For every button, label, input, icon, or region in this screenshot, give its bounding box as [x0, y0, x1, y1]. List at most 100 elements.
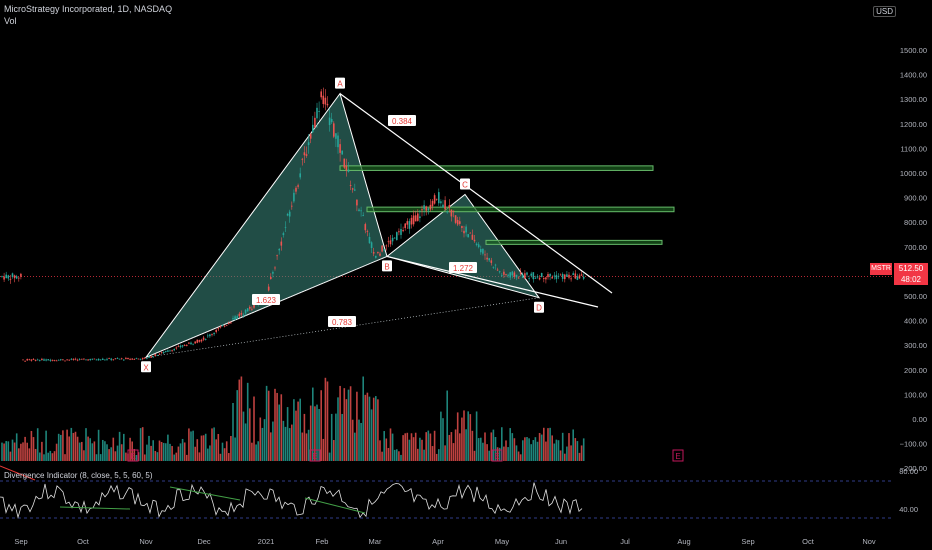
volume-bar	[564, 453, 566, 461]
event-marker-box	[127, 449, 139, 462]
candle-body	[123, 359, 125, 361]
candle-body	[209, 334, 211, 337]
volume-bar	[362, 376, 364, 461]
x-tick-label: Jun	[555, 537, 567, 546]
candle-body	[51, 359, 54, 361]
upper-trend-line	[339, 93, 613, 294]
candle-body	[211, 334, 213, 335]
volume-bar	[330, 413, 333, 461]
volume-bar	[440, 411, 442, 461]
candle-body	[152, 356, 154, 358]
volume-bar	[57, 433, 60, 461]
volume-bar	[131, 441, 133, 461]
candle-body	[232, 318, 234, 320]
candle-body	[127, 357, 129, 360]
candle-body	[570, 278, 572, 280]
candle-body	[406, 221, 409, 225]
volume-bar	[314, 406, 316, 461]
volume-bar	[482, 442, 484, 461]
volume-bar	[345, 399, 348, 461]
volume-bar	[477, 438, 480, 461]
volume-bar	[570, 445, 572, 461]
volume-bar	[104, 441, 106, 461]
pattern-bcd	[385, 193, 541, 299]
candle-body	[486, 257, 488, 260]
candle-body	[360, 210, 362, 212]
volume-bar	[358, 419, 360, 461]
volume-bar	[360, 422, 362, 461]
volume-bar	[473, 450, 476, 461]
volume-bar	[295, 410, 297, 461]
volume-bar	[39, 452, 41, 461]
volume-bar	[249, 408, 251, 461]
candle-body	[553, 275, 556, 277]
volume-bar	[568, 433, 570, 461]
currency-badge[interactable]: USD	[873, 6, 896, 17]
volume-bar	[322, 438, 325, 461]
volume-bar	[72, 432, 75, 461]
volume-bar	[270, 432, 272, 461]
volume-bar	[469, 414, 472, 461]
candle-body	[36, 359, 39, 361]
candle-body	[246, 308, 249, 312]
candle-body	[448, 205, 451, 208]
volume-bar	[501, 427, 503, 461]
candle-body	[129, 359, 131, 360]
volume-bar	[337, 397, 339, 461]
volume-bar	[158, 440, 161, 461]
candle-body	[463, 230, 465, 234]
volume-bar	[582, 438, 585, 461]
volume-bar	[385, 438, 388, 461]
volume-bar	[509, 428, 511, 461]
volume-bar	[234, 437, 236, 461]
volume-bar	[307, 429, 310, 461]
volume-bar	[465, 429, 467, 461]
candle-body	[11, 273, 14, 277]
y-tick-label: 1100.00	[900, 144, 927, 153]
candle-body	[45, 359, 47, 361]
candle-body	[435, 198, 438, 200]
candle-body	[112, 359, 115, 361]
volume-bar	[265, 385, 268, 461]
y-tick-label: 700.00	[904, 243, 927, 252]
lower-trend-line	[386, 255, 599, 308]
volume-bar	[146, 444, 148, 461]
volume-bar	[299, 398, 301, 461]
candle-body	[538, 277, 541, 280]
candle-body	[400, 229, 402, 235]
candle-body	[408, 221, 411, 229]
candle-body	[417, 213, 419, 221]
volume-bar	[108, 449, 110, 461]
price-axis: 1500.00 1400.00 1300.00 1200.00 1100.00 1000.…	[899, 46, 927, 514]
candle-body	[555, 274, 558, 280]
volume-bar	[543, 427, 545, 461]
candle-body	[328, 117, 331, 126]
candle-body	[183, 345, 186, 346]
candle-body	[389, 240, 392, 245]
candle-body	[427, 208, 430, 211]
volume-bar	[95, 454, 98, 461]
candle-body	[76, 359, 79, 361]
volume-bar	[368, 396, 371, 461]
volume-bar	[574, 438, 577, 461]
candle-body	[278, 249, 280, 251]
candle-body	[358, 209, 360, 212]
volume-bar	[162, 442, 165, 461]
volume-bar	[18, 448, 20, 461]
volume-bar	[366, 392, 369, 461]
x-tick-label: Oct	[77, 537, 90, 546]
candle-body	[165, 350, 167, 352]
trend-lines	[339, 93, 613, 308]
volume-bar	[133, 448, 136, 461]
candle-body	[202, 337, 205, 340]
volume-bar	[456, 412, 459, 461]
volume-bar	[135, 454, 138, 461]
candle-body	[402, 230, 404, 232]
volume-bar	[5, 441, 7, 461]
candle-body	[270, 277, 272, 279]
volume-bar	[389, 428, 392, 461]
candle-body	[280, 241, 283, 246]
volume-bar	[387, 448, 390, 461]
volume-bar	[194, 446, 196, 461]
